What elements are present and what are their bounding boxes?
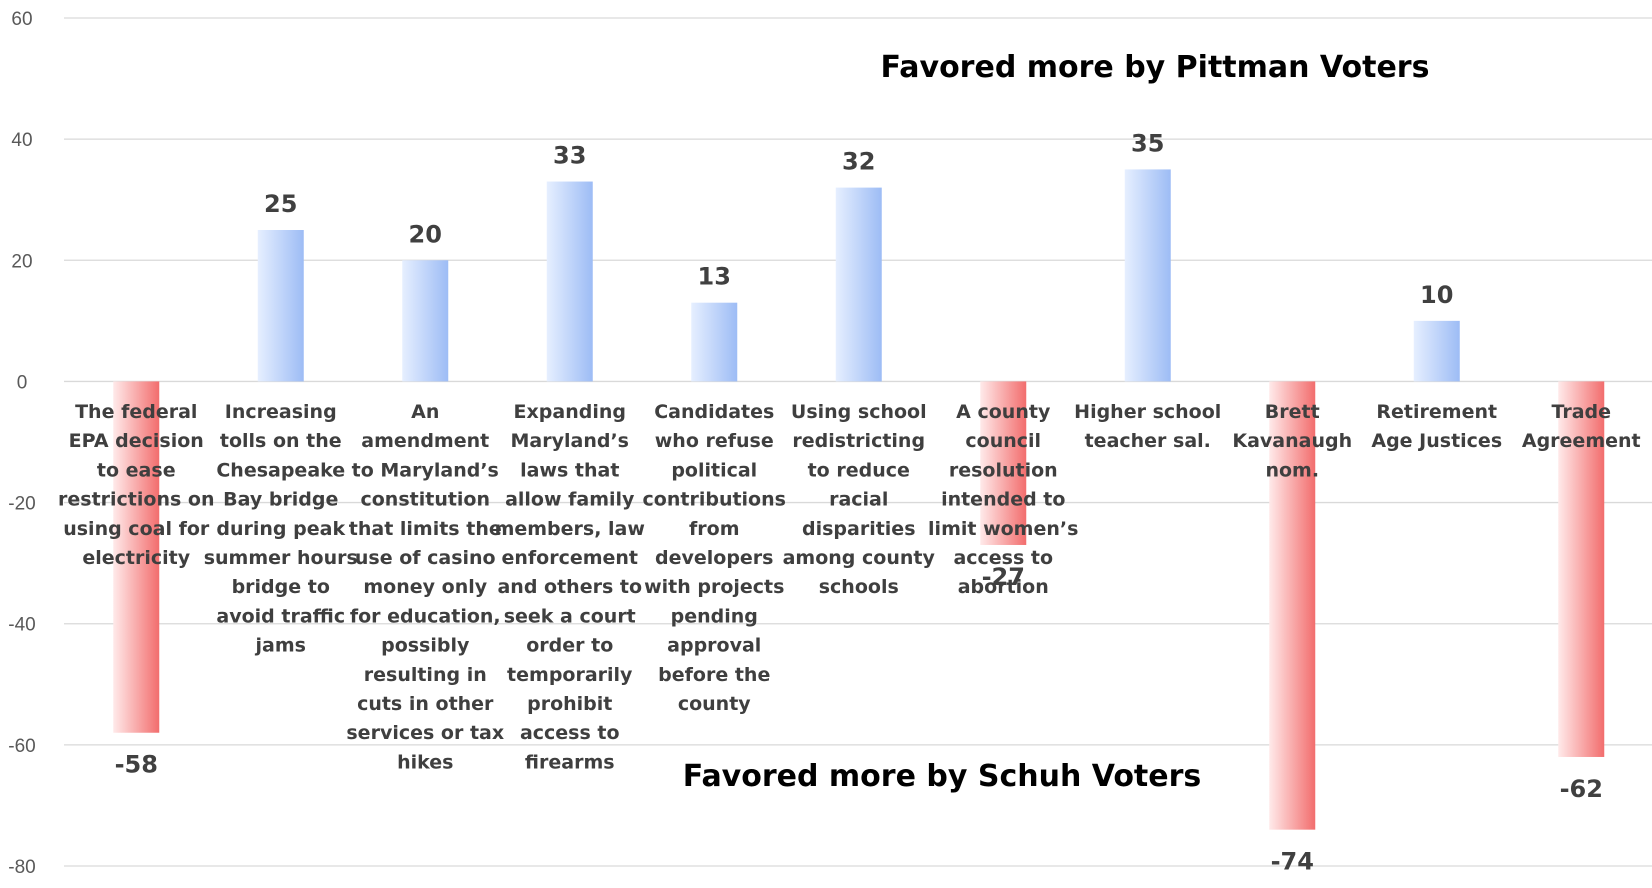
y-tick-label: -80 <box>8 857 35 878</box>
y-axis-ticks: 60 40 20 0 -20 -40 -60 -80 <box>8 9 35 878</box>
bar-4 <box>691 302 738 382</box>
category-label-9: Retirement Age Justices <box>1371 401 1502 452</box>
y-tick-label: 0 <box>17 372 28 393</box>
data-label-9: 10 <box>1420 281 1453 309</box>
bar-1 <box>257 230 304 382</box>
bar-5 <box>835 187 882 382</box>
bar-6 <box>980 381 1027 545</box>
data-label-1: 25 <box>264 190 297 218</box>
data-label-8: -74 <box>1271 848 1314 876</box>
y-tick-label: 60 <box>11 9 32 30</box>
category-label-5: Using school redistricting to reduce racial… <box>783 401 936 598</box>
y-tick-label: -20 <box>8 494 35 515</box>
y-tick-label: 20 <box>11 251 32 272</box>
bars <box>113 169 1605 830</box>
data-labels: -58 25 20 33 13 32 -27 35 -74 10 -62 <box>115 129 1603 875</box>
category-label-4: Candidates who refuse political contributio… <box>643 401 786 715</box>
bar-2 <box>402 260 449 382</box>
category-label-8: Brett Kavanaugh nom. <box>1232 401 1352 481</box>
category-label-1: Increasing tolls on the Chesapeake Bay brid… <box>204 401 358 657</box>
bar-7 <box>1124 169 1171 382</box>
data-label-10: -62 <box>1560 775 1603 803</box>
category-label-0: The federal EPA decision to ease restrictio… <box>58 401 214 569</box>
category-label-3: Expanding Maryland’s laws that allow family… <box>495 401 645 773</box>
data-label-4: 13 <box>698 263 731 291</box>
annotation-schuh: Favored more by Schuh Voters <box>683 759 1202 794</box>
data-label-2: 20 <box>409 220 442 248</box>
bar-8 <box>1269 381 1316 830</box>
bar-9 <box>1413 320 1460 382</box>
data-label-0: -58 <box>115 751 158 779</box>
data-label-3: 33 <box>553 142 586 170</box>
y-tick-label: -40 <box>8 615 35 636</box>
category-label-2: An amendment to Maryland’s constitution that… <box>346 401 504 773</box>
data-label-7: 35 <box>1131 129 1164 157</box>
y-tick-label: 40 <box>11 130 32 151</box>
category-label-7: Higher school teacher sal. <box>1074 401 1221 452</box>
y-tick-label: -60 <box>8 736 35 757</box>
bar-3 <box>546 181 593 382</box>
bar-10 <box>1558 381 1605 757</box>
data-label-5: 32 <box>842 148 875 176</box>
category-labels: The federal EPA decision to ease restrictio… <box>58 401 1641 773</box>
data-label-6: -27 <box>982 563 1025 591</box>
category-label-6: A county council resolution intended to limi… <box>928 401 1078 598</box>
annotation-pittman: Favored more by Pittman Voters <box>881 50 1430 85</box>
bar-0 <box>113 381 160 733</box>
category-label-10: Trade Agreement <box>1522 401 1641 452</box>
